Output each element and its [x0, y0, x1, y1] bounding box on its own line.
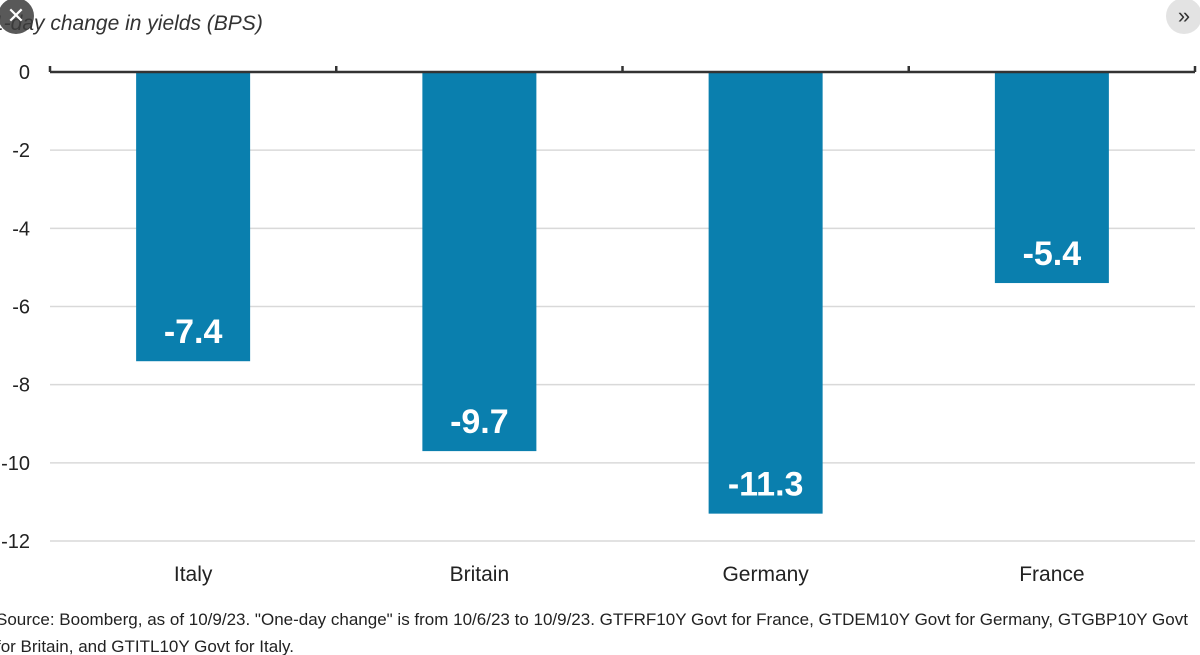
x-tick-label: Germany — [722, 563, 809, 586]
label-layer: 0 -2 -4 -6 -8 -10 -12 -7.4 Italy -9.7 Britain -11.3… — [1, 62, 1084, 586]
y-tick-label: -8 — [12, 375, 30, 397]
y-tick-label: -2 — [12, 140, 30, 162]
y-tick-label: -10 — [1, 453, 30, 475]
bar-chart: 0 -2 -4 -6 -8 -10 -12 -7.4 Italy -9.7 Britain -11.3… — [1, 62, 1197, 586]
bar-layer — [136, 72, 1109, 514]
y-tick-label: -4 — [12, 218, 30, 240]
close-button[interactable]: ✕ — [0, 0, 34, 34]
expand-button[interactable]: » — [1166, 0, 1200, 34]
chart-title: 1-day change in yields (BPS) — [0, 12, 263, 35]
bar-france — [994, 72, 1109, 284]
axis-layer — [48, 66, 1197, 74]
bar-data-label: -9.7 — [450, 403, 509, 441]
bar-germany — [708, 72, 823, 514]
x-tick-label: France — [1019, 563, 1084, 586]
source-note: Source: Boomberg, as of 10/9/23. "One-da… — [0, 610, 1188, 655]
x-tick-label: Italy — [174, 563, 213, 586]
y-tick-label: -6 — [12, 297, 30, 319]
chevron-double-right-icon: » — [1177, 3, 1191, 28]
y-tick-label: -12 — [1, 531, 30, 553]
bar-data-label: -11.3 — [728, 466, 804, 504]
bar-data-label: -5.4 — [1023, 235, 1082, 273]
close-icon: ✕ — [6, 3, 26, 28]
bar-data-label: -7.4 — [164, 313, 223, 351]
y-tick-label: 0 — [19, 62, 30, 84]
x-tick-label: Britain — [450, 563, 510, 586]
bar-britain — [422, 72, 537, 452]
bar-italy — [136, 72, 251, 362]
